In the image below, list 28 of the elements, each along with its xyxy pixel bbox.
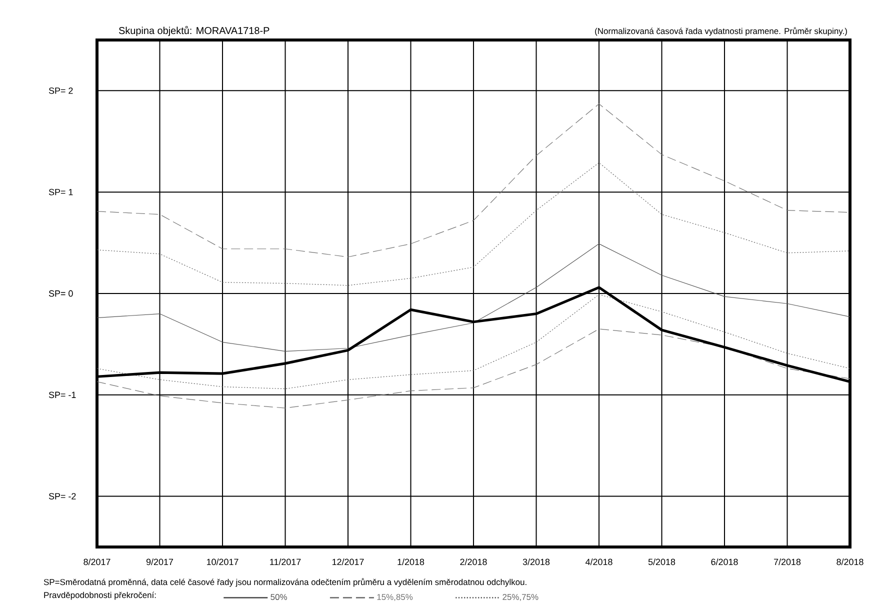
x-tick-label: 5/2018	[648, 558, 676, 566]
x-tick-label: 2/2018	[460, 558, 487, 566]
text: 50%	[270, 594, 287, 600]
chart-subtitle: (Normalizovaná časová řada vydatnosti pramene. Průměr skupiny.)	[595, 27, 847, 36]
legend-title: Pravděpodobnosti překročení:	[44, 592, 156, 600]
y-tick-label: SP= -1	[48, 392, 76, 398]
line-series	[97, 244, 850, 352]
x-tick-label: 12/2017	[332, 558, 364, 566]
x-tick-label: 10/2017	[206, 558, 238, 566]
text: 15%,85%	[377, 594, 413, 601]
line-series	[97, 162, 850, 286]
y-tick-label: SP= 1	[48, 188, 73, 196]
y-tick-label: SP= 2	[48, 88, 73, 94]
chart-title: Skupina objektů: MORAVA1718-P	[118, 26, 270, 36]
x-tick-label: 8/2018	[836, 558, 864, 566]
y-tick-label: SP= 0	[48, 290, 73, 297]
x-tick-label: 8/2017	[84, 558, 110, 566]
text: 25%,75%	[502, 594, 538, 601]
x-tick-label: 7/2018	[774, 558, 801, 566]
x-tick-label: 3/2018	[522, 558, 550, 566]
line-series	[97, 328, 850, 408]
x-tick-label: 9/2017	[146, 558, 174, 566]
y-tick-label: SP= -2	[48, 493, 76, 500]
x-tick-label: 4/2018	[586, 558, 612, 566]
text: SP=Směrodatná proměnná, data celé časové řady jsou normalizována odečtením průměru a vydělením směrodatnou odchylkou.	[44, 578, 526, 587]
x-tick-label: 1/2018	[398, 558, 424, 566]
x-tick-label: 6/2018	[711, 558, 738, 566]
x-tick-label: 11/2017	[270, 558, 301, 566]
